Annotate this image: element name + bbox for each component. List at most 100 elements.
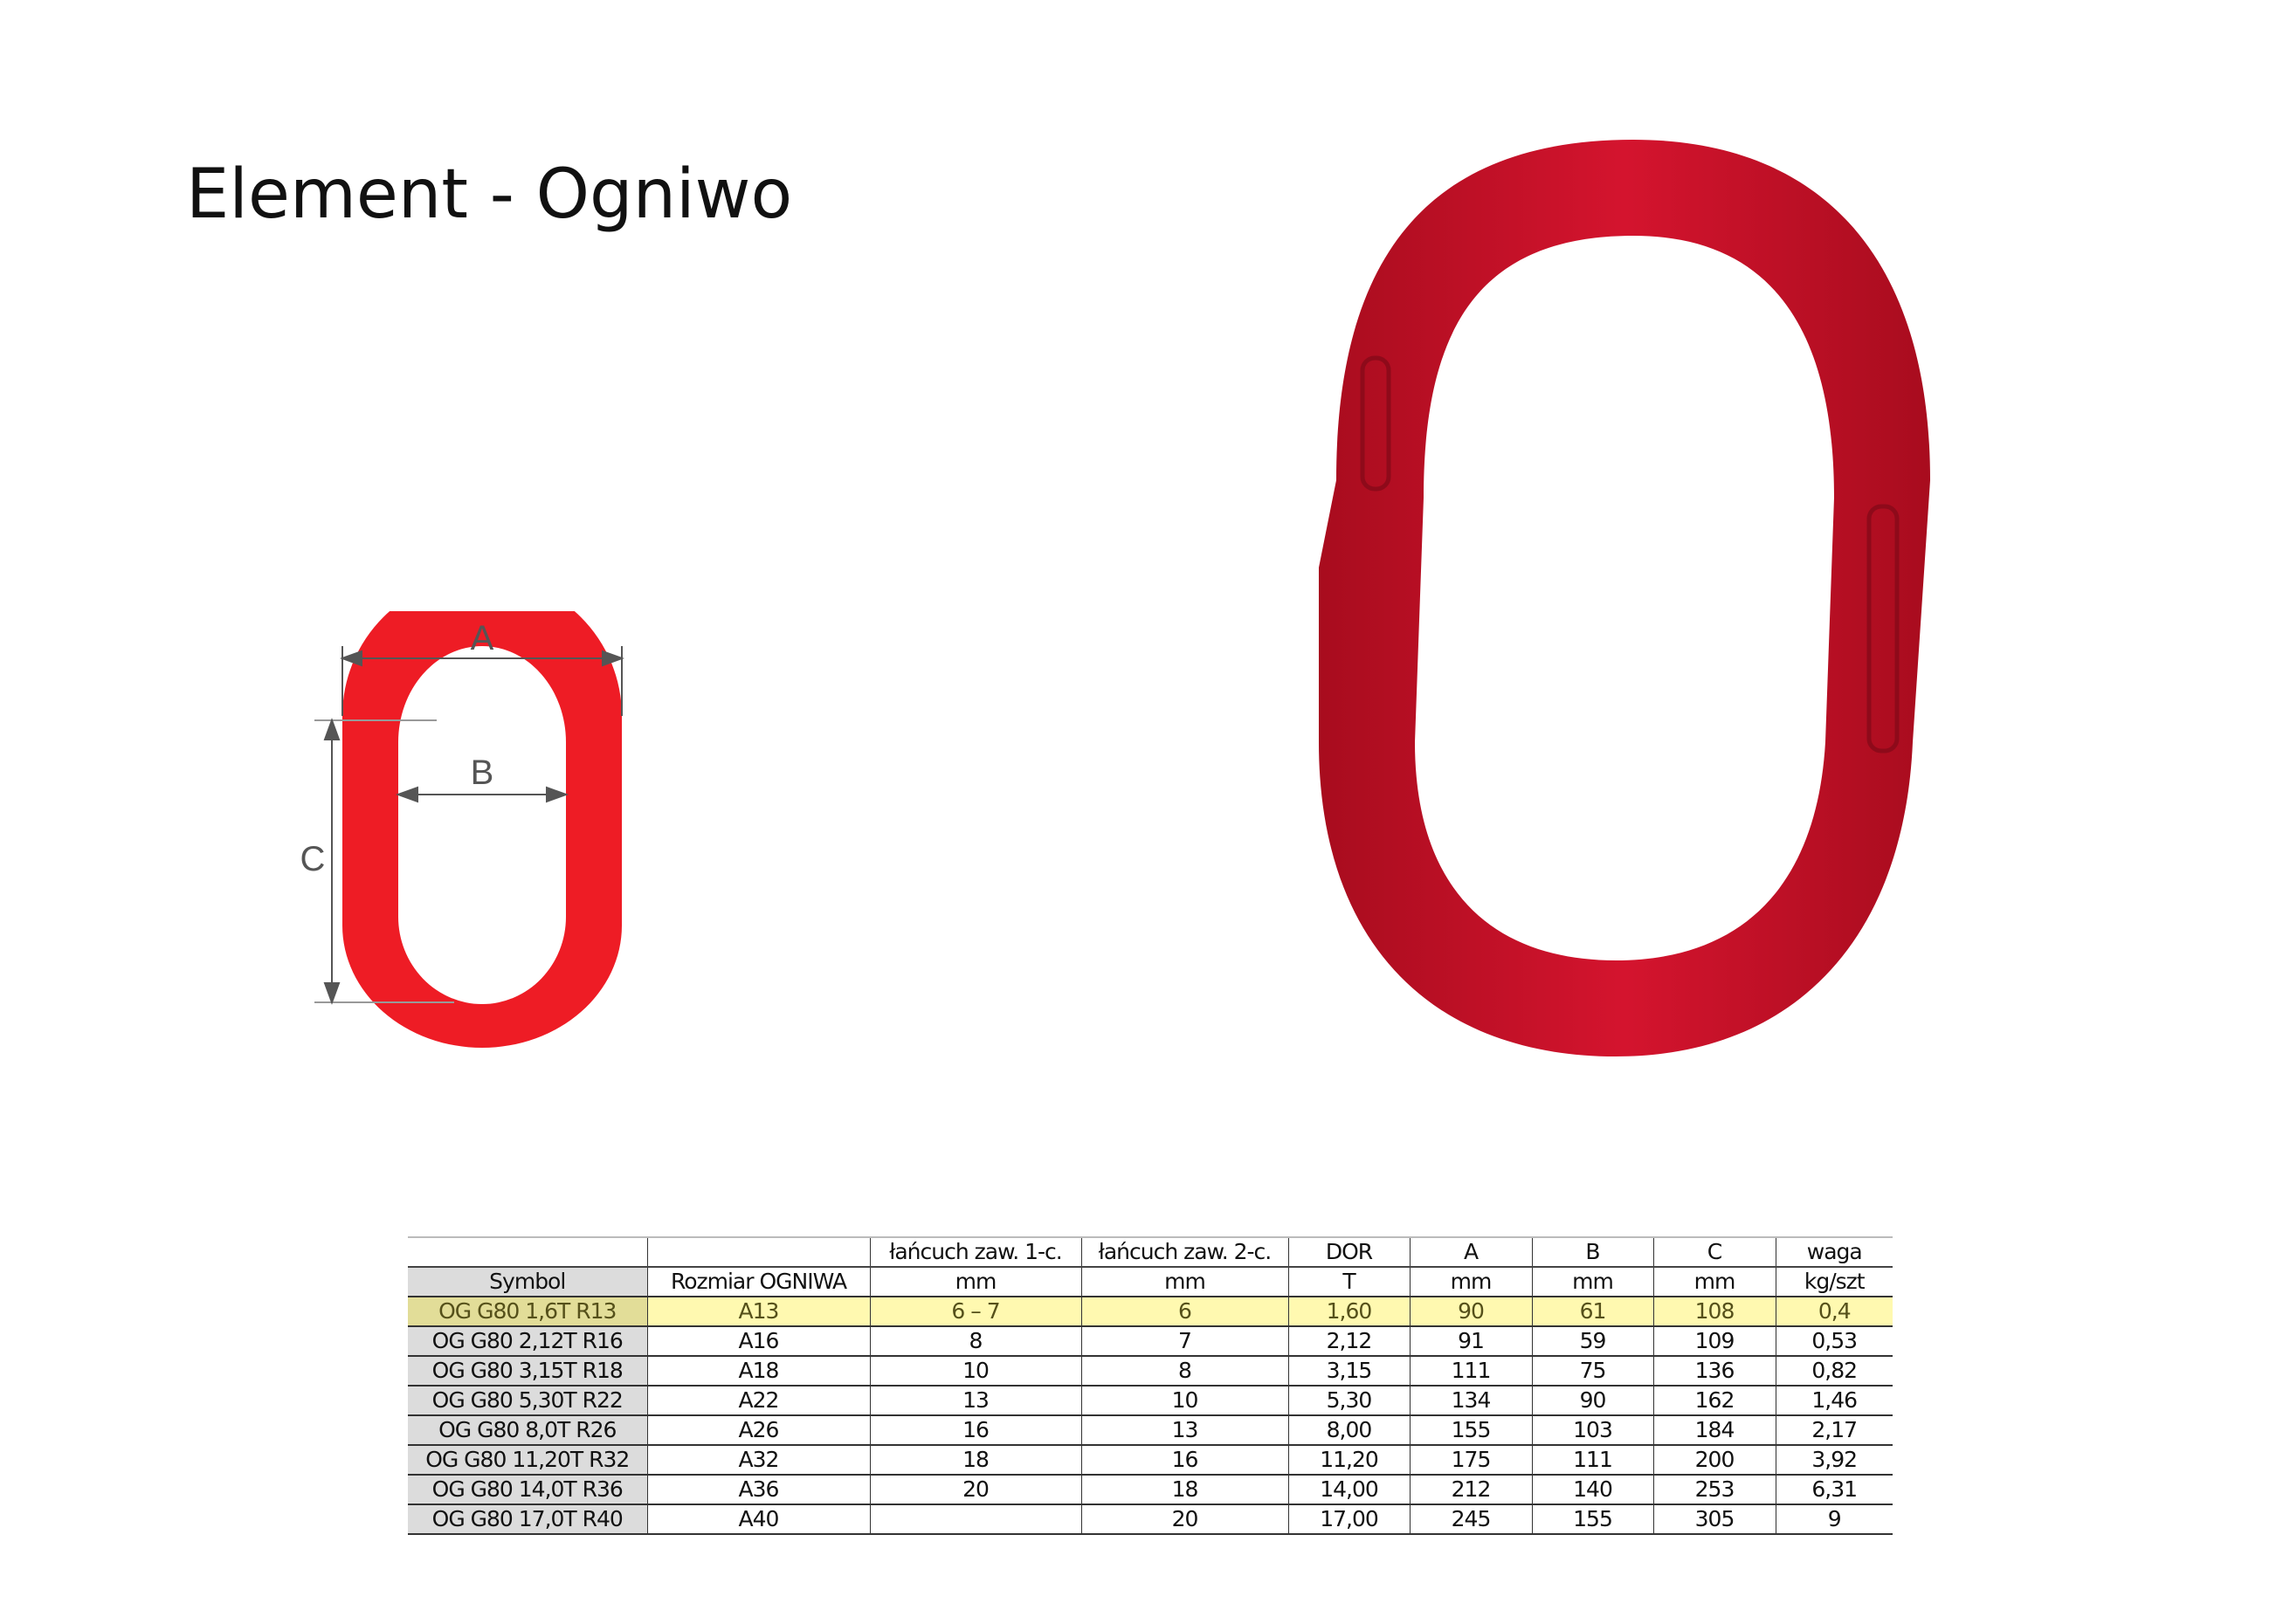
table-cell: 111 xyxy=(1531,1445,1653,1476)
table-cell: 17,00 xyxy=(1287,1504,1410,1535)
table-cell: 305 xyxy=(1652,1504,1776,1535)
table-cell: OG G80 3,15T R18 xyxy=(408,1356,647,1387)
table-cell: waga xyxy=(1775,1236,1893,1268)
table-row: OG G80 14,0T R36 A36 20 18 14,00 212 140 253 6,3… xyxy=(408,1475,1893,1505)
header-row-labels: łańcuch zaw. 1-c. łańcuch zaw. 2-c. DOR A B C… xyxy=(408,1236,1893,1268)
table-cell: 61 xyxy=(1531,1297,1653,1327)
spec-table: łańcuch zaw. 1-c. łańcuch zaw. 2-c. DOR A B C… xyxy=(408,1236,1893,1535)
table-row: OG G80 11,20T R32 A32 18 16 11,20 175 111 200 3,… xyxy=(408,1445,1893,1476)
table-cell: Rozmiar OGNIWA xyxy=(646,1267,870,1297)
table-row: OG G80 2,12T R16 A16 8 7 2,12 91 59 109 0,53 xyxy=(408,1326,1893,1357)
table-cell xyxy=(869,1504,1081,1535)
table-cell: C xyxy=(1652,1236,1776,1268)
page-title: Element - Ogniwo xyxy=(186,155,793,234)
table-cell: 90 xyxy=(1531,1386,1653,1416)
table-cell: 200 xyxy=(1652,1445,1776,1476)
table-cell: 184 xyxy=(1652,1415,1776,1446)
table-cell: 6 xyxy=(1080,1297,1288,1327)
table-cell: 18 xyxy=(1080,1475,1288,1505)
table-cell: 9 xyxy=(1775,1504,1893,1535)
table-cell: 1,60 xyxy=(1287,1297,1410,1327)
table-cell: mm xyxy=(1080,1267,1288,1297)
table-cell: 0,53 xyxy=(1775,1326,1893,1357)
table-cell: 16 xyxy=(1080,1445,1288,1476)
table-cell: łańcuch zaw. 1-c. xyxy=(869,1236,1081,1268)
table-cell: A13 xyxy=(646,1297,870,1327)
table-cell: A xyxy=(1409,1236,1532,1268)
table-cell: 13 xyxy=(869,1386,1081,1416)
table-cell: Symbol xyxy=(408,1267,647,1297)
table-cell: 134 xyxy=(1409,1386,1532,1416)
table-cell: 103 xyxy=(1531,1415,1653,1446)
table-cell: 2,17 xyxy=(1775,1415,1893,1446)
table-cell: 2,12 xyxy=(1287,1326,1410,1357)
table-cell: B xyxy=(1531,1236,1653,1268)
table-row: OG G80 5,30T R22 A22 13 10 5,30 134 90 162 1,46 xyxy=(408,1386,1893,1416)
table-cell: 140 xyxy=(1531,1475,1653,1505)
table-cell: 14,00 xyxy=(1287,1475,1410,1505)
table-cell: mm xyxy=(869,1267,1081,1297)
table-cell: 109 xyxy=(1652,1326,1776,1357)
table-cell: 175 xyxy=(1409,1445,1532,1476)
table-cell: A18 xyxy=(646,1356,870,1387)
table-cell: 90 xyxy=(1409,1297,1532,1327)
table-cell: 7 xyxy=(1080,1326,1288,1357)
table-cell: łańcuch zaw. 2-c. xyxy=(1080,1236,1288,1268)
table-cell: 10 xyxy=(869,1356,1081,1387)
table-cell: A36 xyxy=(646,1475,870,1505)
table-cell: 75 xyxy=(1531,1356,1653,1387)
table-cell: OG G80 5,30T R22 xyxy=(408,1386,647,1416)
table-cell: 0,82 xyxy=(1775,1356,1893,1387)
table-cell: 13 xyxy=(1080,1415,1288,1446)
table-cell: mm xyxy=(1409,1267,1532,1297)
table-row: OG G80 3,15T R18 A18 10 8 3,15 111 75 136 0,82 xyxy=(408,1356,1893,1387)
table-cell: OG G80 11,20T R32 xyxy=(408,1445,647,1476)
master-link-shape xyxy=(1319,140,1930,1056)
table-cell: T xyxy=(1287,1267,1410,1297)
table-row: OG G80 8,0T R26 A26 16 13 8,00 155 103 184 2,17 xyxy=(408,1415,1893,1446)
table-cell: 136 xyxy=(1652,1356,1776,1387)
table-row: OG G80 17,0T R40 A40 20 17,00 245 155 305 9 xyxy=(408,1504,1893,1535)
table-cell xyxy=(408,1236,647,1268)
table-row: OG G80 1,6T R13 A13 6 – 7 6 1,60 90 61 108 0,4 xyxy=(408,1297,1893,1327)
table-cell: 16 xyxy=(869,1415,1081,1446)
table-cell: 3,15 xyxy=(1287,1356,1410,1387)
table-cell: 6 – 7 xyxy=(869,1297,1081,1327)
table-cell: 245 xyxy=(1409,1504,1532,1535)
table-cell: A26 xyxy=(646,1415,870,1446)
table-cell: 20 xyxy=(869,1475,1081,1505)
link-outline-shape xyxy=(342,611,622,1048)
table-cell: 5,30 xyxy=(1287,1386,1410,1416)
table-cell: 8,00 xyxy=(1287,1415,1410,1446)
table-cell: 18 xyxy=(869,1445,1081,1476)
table-cell: 6,31 xyxy=(1775,1475,1893,1505)
table-cell: OG G80 17,0T R40 xyxy=(408,1504,647,1535)
table-cell: OG G80 14,0T R36 xyxy=(408,1475,647,1505)
table-cell: 1,46 xyxy=(1775,1386,1893,1416)
label-b: B xyxy=(471,754,494,792)
table-cell: A40 xyxy=(646,1504,870,1535)
table-cell: A32 xyxy=(646,1445,870,1476)
table-cell: mm xyxy=(1531,1267,1653,1297)
table-cell: 91 xyxy=(1409,1326,1532,1357)
table-cell: 253 xyxy=(1652,1475,1776,1505)
table-cell: 8 xyxy=(869,1326,1081,1357)
table-cell xyxy=(646,1236,870,1268)
table-cell: 10 xyxy=(1080,1386,1288,1416)
table-cell: A16 xyxy=(646,1326,870,1357)
table-cell: 108 xyxy=(1652,1297,1776,1327)
table-cell: OG G80 8,0T R26 xyxy=(408,1415,647,1446)
table-cell: 59 xyxy=(1531,1326,1653,1357)
table-cell: OG G80 2,12T R16 xyxy=(408,1326,647,1357)
table-cell: 11,20 xyxy=(1287,1445,1410,1476)
table-cell: OG G80 1,6T R13 xyxy=(408,1297,647,1327)
dimension-diagram: A B C xyxy=(300,611,624,1048)
table-cell: 155 xyxy=(1409,1415,1532,1446)
table-cell: 0,4 xyxy=(1775,1297,1893,1327)
table-cell: DOR xyxy=(1287,1236,1410,1268)
table-cell: 8 xyxy=(1080,1356,1288,1387)
table-cell: kg/szt xyxy=(1775,1267,1893,1297)
table-cell: 20 xyxy=(1080,1504,1288,1535)
table-cell: 3,92 xyxy=(1775,1445,1893,1476)
